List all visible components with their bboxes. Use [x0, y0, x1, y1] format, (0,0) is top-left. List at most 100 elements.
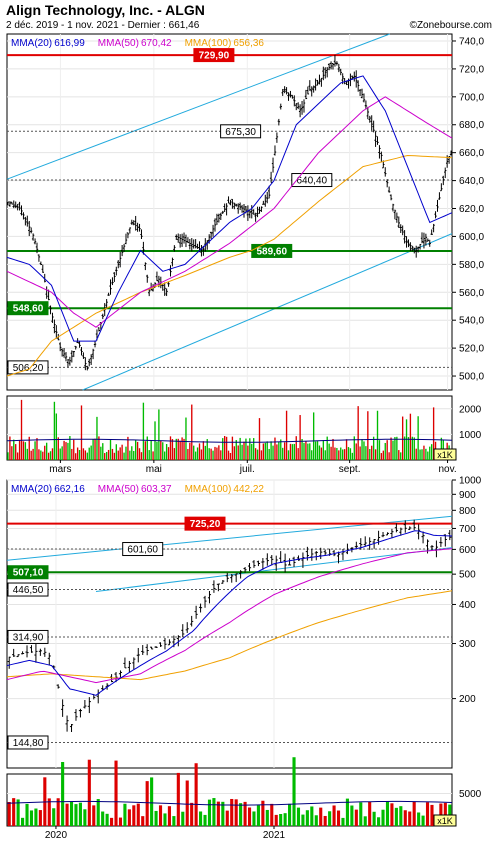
p0-volume-bar — [274, 437, 276, 460]
p1-volume-bar — [385, 801, 390, 826]
p0-volume-bar — [34, 441, 36, 460]
p0-y-tick-label: 700,0 — [459, 92, 484, 103]
p0-volume-bar — [262, 443, 265, 460]
p0-volume-bar — [133, 451, 135, 460]
p1-y-tick-label: 400 — [459, 600, 476, 611]
p0-volume-bar — [200, 449, 203, 460]
p0-volume-tick-label: 1000 — [459, 430, 482, 441]
p0-volume-bar — [88, 447, 90, 460]
p0-volume-bar — [90, 445, 92, 460]
p1-volume-bar — [136, 803, 140, 826]
p0-volume-bar — [334, 447, 336, 460]
p0-y-tick-label: 640,0 — [459, 176, 484, 187]
p0-volume-bar — [204, 445, 206, 460]
p0-level-label: 589,60 — [256, 246, 287, 257]
p0-volume-bar — [272, 445, 274, 460]
p0-volume-bar — [392, 440, 394, 460]
p0-level-label-box — [251, 243, 293, 258]
p1-volume-bar — [310, 806, 314, 826]
p0-volume-bar — [386, 440, 388, 460]
p1-level-label: 446,50 — [13, 585, 44, 596]
p1-volume-bar — [118, 817, 123, 826]
p0-volume-bar — [423, 445, 425, 460]
p0-volume-bar — [318, 445, 321, 460]
p0-volume-bar — [264, 442, 266, 460]
p1-volume-bar — [283, 813, 287, 826]
p1-volume-bar — [16, 799, 20, 826]
p0-volume-bar — [407, 437, 410, 460]
p1-volume-bar — [319, 807, 323, 826]
p1-legend-value: 603,37 — [141, 484, 172, 495]
p0-volume-bar — [353, 436, 355, 460]
p0-y-tick-label: 660,0 — [459, 148, 484, 159]
p0-mma20-line — [6, 75, 453, 342]
p0-volume-bar — [400, 452, 402, 460]
p1-volume-bar — [47, 798, 51, 826]
p0-y-tick-label: 560,0 — [459, 288, 484, 299]
p1-level-label: 507,10 — [13, 568, 44, 579]
p0-volume-bar — [283, 442, 286, 460]
p1-volume-bar — [194, 763, 198, 826]
p0-volume-bar — [146, 436, 148, 460]
p1-volume-frame — [6, 773, 453, 827]
p1-volume-bar — [408, 811, 412, 826]
p1-volume-bar — [154, 810, 158, 826]
p0-volume-bar — [372, 436, 375, 460]
p0-volume-bar — [138, 448, 141, 460]
p0-volume-bar — [415, 448, 417, 460]
p0-volume-bar — [63, 440, 65, 460]
p0-level-label: 675,30 — [225, 127, 256, 138]
p1-volume-bar — [234, 799, 238, 826]
p1-volume-bar — [96, 799, 100, 826]
p0-legend-value: 616,99 — [54, 38, 85, 49]
p0-volume-bar — [394, 437, 396, 460]
p0-volume-bar — [22, 441, 25, 460]
p0-volume-bar — [245, 438, 247, 460]
p1-volume-bar — [221, 801, 225, 826]
p1-volume-bar — [412, 801, 416, 826]
p0-volume-bar — [104, 453, 106, 460]
p0-volume-bar — [78, 449, 81, 460]
p1-legend-value: 442,22 — [233, 484, 264, 495]
p0-y-tick-label: 580,0 — [459, 260, 484, 271]
p0-level-label-box — [291, 173, 333, 188]
p0-volume-bar — [268, 448, 270, 460]
p0-volume-bar — [282, 447, 284, 460]
p1-volume-bar — [359, 802, 363, 826]
p1-volume-bar — [190, 802, 194, 826]
p0-volume-bar — [278, 441, 280, 460]
p0-channel-line — [82, 233, 453, 391]
p1-volume-bar — [265, 809, 269, 826]
p0-channel-line — [6, 33, 390, 180]
p0-volume-bar — [403, 436, 406, 460]
p0-volume-bar — [380, 453, 383, 460]
p0-volume-bar — [193, 445, 195, 460]
p0-volume-unit-box — [433, 448, 457, 461]
p1-volume-bar — [279, 814, 283, 826]
p0-x-tick-label: juil. — [239, 464, 255, 475]
p0-volume-bar — [367, 411, 369, 460]
p1-volume-bar — [114, 760, 118, 826]
p0-volume-bar — [229, 452, 232, 460]
p1-volume-bar — [417, 812, 421, 826]
p1-volume-bar — [256, 805, 260, 826]
p0-y-tick-label: 720,0 — [459, 64, 484, 75]
p1-mma100-line — [6, 590, 453, 681]
p0-volume-unit: x1K — [437, 450, 453, 460]
p1-volume-bar — [163, 813, 167, 826]
p0-volume-bar — [320, 447, 323, 460]
p1-volume-bar — [92, 805, 96, 826]
p0-volume-bar — [162, 442, 164, 460]
brand-link[interactable]: ©Zonebourse.com — [409, 20, 492, 31]
p0-volume-bar — [328, 443, 330, 460]
p1-volume-bar — [390, 803, 394, 826]
p0-volume-bar — [38, 449, 40, 460]
p0-volume-bar — [152, 451, 154, 460]
p0-legend-label: MMA(50) — [98, 38, 139, 49]
p0-x-tick-label: nov. — [438, 464, 456, 475]
p0-volume-bar — [342, 449, 344, 460]
p0-volume-bar — [164, 451, 166, 460]
p0-volume-bar — [47, 452, 50, 460]
p0-volume-bar — [76, 447, 79, 460]
p1-volume-bar — [368, 801, 372, 826]
